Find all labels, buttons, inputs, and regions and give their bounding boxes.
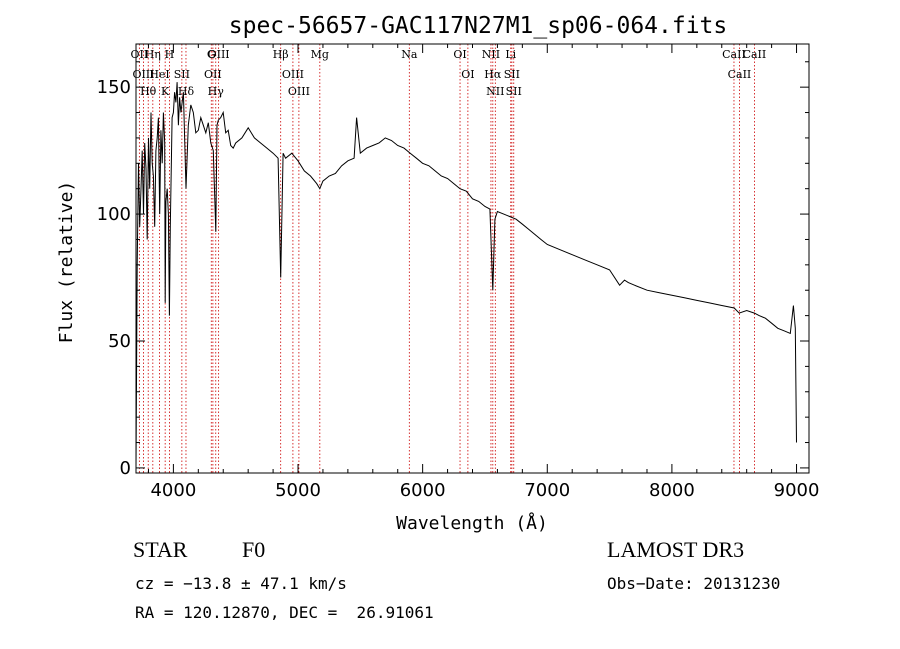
line-label: Hθ bbox=[140, 85, 157, 98]
survey-name: LAMOST DR3 bbox=[607, 537, 745, 562]
observation-date: Obs−Date: 20131230 bbox=[607, 574, 781, 593]
line-label: SII bbox=[504, 68, 520, 81]
spectral-type: F0 bbox=[242, 537, 266, 562]
line-label: OI bbox=[453, 48, 466, 61]
line-label: CaII bbox=[722, 48, 746, 61]
line-label: Hγ bbox=[208, 85, 225, 98]
line-label: SII bbox=[174, 68, 190, 81]
y-tick-label: 100 bbox=[97, 204, 131, 225]
line-label: G bbox=[207, 48, 216, 61]
line-label: CaII bbox=[743, 48, 767, 61]
line-label: HeI bbox=[149, 68, 169, 81]
line-label: H bbox=[165, 48, 175, 61]
line-label: OI bbox=[461, 68, 474, 81]
line-label: Mg bbox=[311, 48, 329, 61]
x-axis-title: Wavelength (Å) bbox=[396, 512, 548, 534]
line-label: Li bbox=[505, 48, 516, 61]
line-label: NII bbox=[482, 48, 500, 61]
plot-frame bbox=[135, 43, 810, 474]
line-label: Hδ bbox=[178, 85, 195, 98]
line-label: OII bbox=[131, 48, 149, 61]
line-label: OIII bbox=[132, 68, 154, 81]
line-label: OIII bbox=[288, 85, 310, 98]
y-tick-label: 150 bbox=[97, 77, 131, 98]
line-label: CaII bbox=[728, 68, 752, 81]
chart-title: spec-56657-GAC117N27M1_sp06-064.fits bbox=[229, 13, 728, 39]
line-label: Hβ bbox=[273, 48, 289, 61]
y-axis-title: Flux (relative) bbox=[56, 181, 77, 344]
line-markers bbox=[138, 44, 755, 473]
line-label: OIII bbox=[208, 48, 230, 61]
x-tick-label: 5000 bbox=[275, 480, 321, 501]
x-tick-label: 7000 bbox=[524, 480, 570, 501]
line-label: Hη bbox=[145, 48, 161, 61]
line-label: Hα bbox=[484, 68, 502, 81]
y-tick-label: 0 bbox=[120, 458, 131, 479]
x-tick-label: 9000 bbox=[774, 480, 820, 501]
line-label: NII bbox=[486, 85, 504, 98]
object-class: STAR bbox=[133, 537, 188, 562]
y-tick-label: 50 bbox=[108, 331, 131, 352]
line-label: OII bbox=[204, 68, 222, 81]
line-label: Na bbox=[401, 48, 418, 61]
axis-ticks: 4000 5000 6000 7000 8000 9000 0 50 100 150 bbox=[97, 44, 820, 501]
redshift-velocity: cz = −13.8 ± 47.1 km/s bbox=[135, 574, 347, 593]
sky-coordinates: RA = 120.12870, DEC = 26.91061 bbox=[135, 603, 434, 622]
line-label: K bbox=[161, 85, 170, 98]
x-tick-label: 4000 bbox=[150, 480, 196, 501]
x-tick-label: 8000 bbox=[649, 480, 695, 501]
line-labels: OII OIII Hθ Hη HeI K H SII Hδ G OII Hγ OIII Hβ OIII OII… bbox=[131, 48, 767, 98]
line-label: OIII bbox=[282, 68, 304, 81]
x-tick-label: 6000 bbox=[400, 480, 446, 501]
spectrum-line bbox=[135, 82, 797, 468]
line-label: SII bbox=[506, 85, 522, 98]
